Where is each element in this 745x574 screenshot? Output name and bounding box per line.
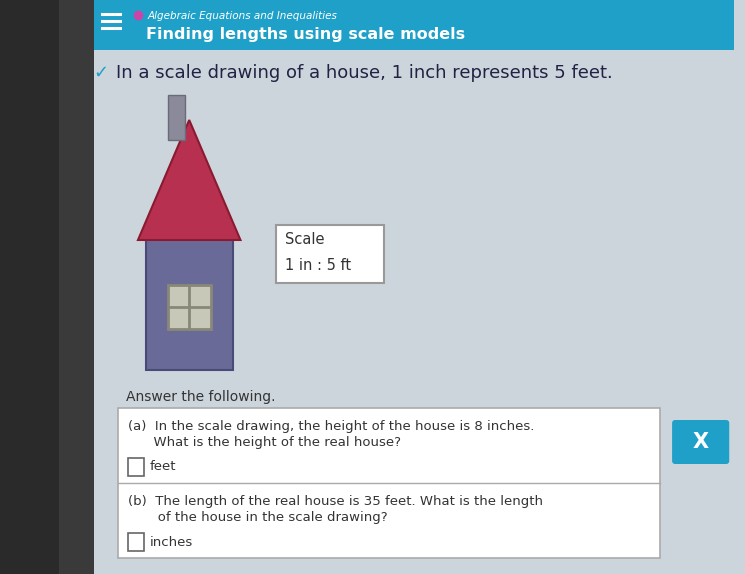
Text: Algebraic Equations and Inequalities: Algebraic Equations and Inequalities (148, 11, 337, 21)
Text: Answer the following.: Answer the following. (126, 390, 276, 404)
Text: (a)  In the scale drawing, the height of the house is 8 inches.: (a) In the scale drawing, the height of … (128, 420, 534, 433)
Bar (59, 0, 94, 574)
Bar (0, 0, 59, 574)
Text: What is the height of the real house?: What is the height of the real house? (128, 436, 401, 449)
Bar (94, 0, 734, 50)
Bar (276, 225, 384, 283)
Polygon shape (138, 120, 241, 240)
FancyBboxPatch shape (672, 420, 729, 464)
Bar (128, 533, 144, 551)
Text: X: X (693, 432, 708, 452)
Text: Finding lengths using scale models: Finding lengths using scale models (146, 26, 465, 41)
Bar (168, 285, 211, 329)
Text: feet: feet (150, 460, 177, 474)
Text: ✓: ✓ (93, 64, 108, 82)
Text: Scale: Scale (285, 231, 324, 246)
Bar (146, 230, 232, 370)
Bar (94, 50, 734, 574)
Text: inches: inches (150, 536, 193, 549)
Text: of the house in the scale drawing?: of the house in the scale drawing? (128, 511, 387, 524)
Bar (118, 408, 660, 558)
Text: In a scale drawing of a house, 1 inch represents 5 feet.: In a scale drawing of a house, 1 inch re… (116, 64, 613, 82)
Bar (168, 95, 186, 140)
Bar (128, 458, 144, 476)
Text: 1 in : 5 ft: 1 in : 5 ft (285, 258, 351, 273)
Text: (b)  The length of the real house is 35 feet. What is the length: (b) The length of the real house is 35 f… (128, 495, 543, 508)
